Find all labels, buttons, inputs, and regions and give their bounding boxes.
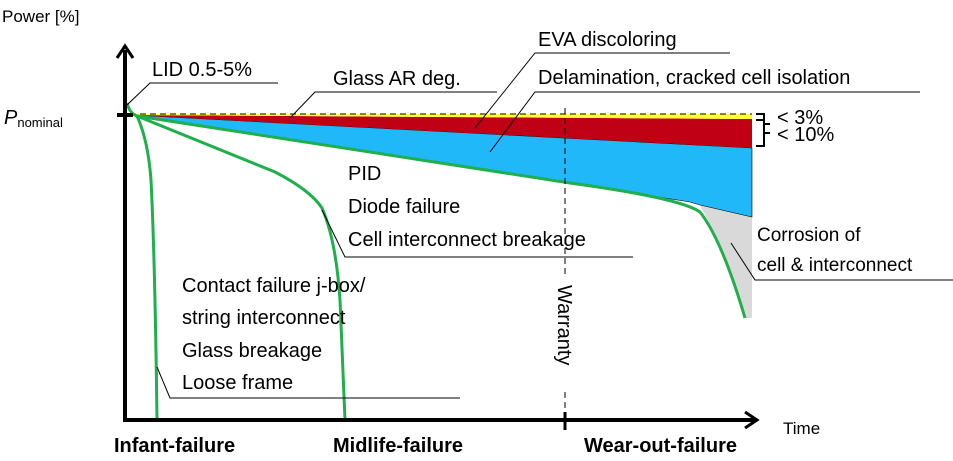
glass-ar-leader xyxy=(289,91,497,119)
midlife-curve xyxy=(136,114,347,421)
p-nominal-label: Pnominal xyxy=(4,107,63,130)
brace-10pct xyxy=(756,119,770,147)
phase-wearout: Wear-out-failure xyxy=(584,435,737,457)
warranty-label: Warranty xyxy=(553,285,575,365)
midlife-leader xyxy=(321,209,633,258)
lt10-label: < 10% xyxy=(777,124,834,146)
lid-leader xyxy=(126,82,278,106)
lt3-label: < 3% xyxy=(777,107,823,129)
glass-ar-area xyxy=(130,114,752,119)
infant-cause: string interconnect xyxy=(182,307,346,329)
x-axis-arrow-icon xyxy=(744,410,760,430)
phase-midlife: Midlife-failure xyxy=(333,435,463,457)
infant-cause: Loose frame xyxy=(182,372,293,394)
eva-leader xyxy=(474,52,730,129)
phase-infant: Infant-failure xyxy=(114,435,235,457)
infant-cause: Contact failure j-box/ xyxy=(182,275,366,297)
eva-area xyxy=(130,115,752,148)
eva-label: EVA discoloring xyxy=(538,29,677,51)
corrosion-label: cell & interconnect xyxy=(757,255,913,276)
midlife-cause: PID xyxy=(348,163,381,185)
midlife-cause: Cell interconnect breakage xyxy=(348,229,586,251)
infant-curve xyxy=(135,115,159,421)
infant-cause: Glass breakage xyxy=(182,340,322,362)
glass-ar-label: Glass AR deg. xyxy=(333,68,461,90)
delamination-label: Delamination, cracked cell isolation xyxy=(538,67,850,89)
y-axis-label: Power [%] xyxy=(2,7,79,26)
x-axis-label: Time xyxy=(783,419,820,438)
y-axis-arrow-icon xyxy=(115,43,135,59)
corrosion-label: Corrosion of xyxy=(757,225,861,246)
lid-label: LID 0.5-5% xyxy=(152,59,252,81)
corrosion-leader xyxy=(730,242,953,281)
delamination-leader xyxy=(489,91,920,153)
midlife-cause: Diode failure xyxy=(348,196,460,218)
infant-leader xyxy=(156,366,460,399)
